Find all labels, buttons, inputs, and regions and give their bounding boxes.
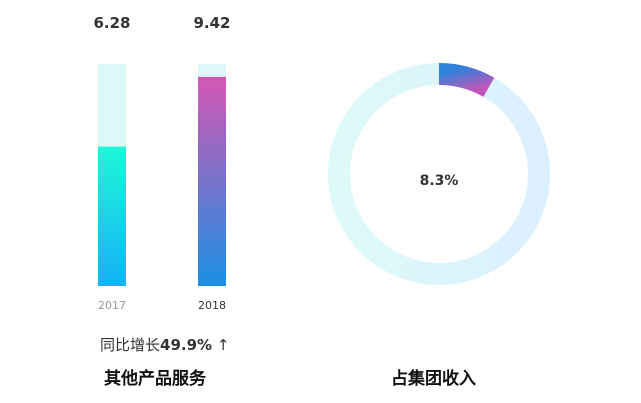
growth-value: 49.9% <box>160 336 213 354</box>
donut-chart-title: 占集团收入 <box>391 369 476 389</box>
bar-2018 <box>198 76 226 286</box>
x-tick-label-2018: 2018 <box>198 299 226 312</box>
growth-label: 同比增长 <box>100 336 161 354</box>
donut-segment-share <box>438 63 495 98</box>
x-tick-label-2017: 2017 <box>98 299 126 312</box>
growth-note: 同比增长49.9% ↑ <box>100 334 229 355</box>
bar-2017 <box>98 146 126 286</box>
donut-center-label: 8.3% <box>420 173 459 189</box>
bar-value-label-2018: 9.42 <box>193 14 230 32</box>
bar-chart-title: 其他产品服务 <box>104 369 206 389</box>
bar-value-label-2017: 6.28 <box>93 14 130 32</box>
up-arrow-icon: ↑ <box>216 336 230 354</box>
